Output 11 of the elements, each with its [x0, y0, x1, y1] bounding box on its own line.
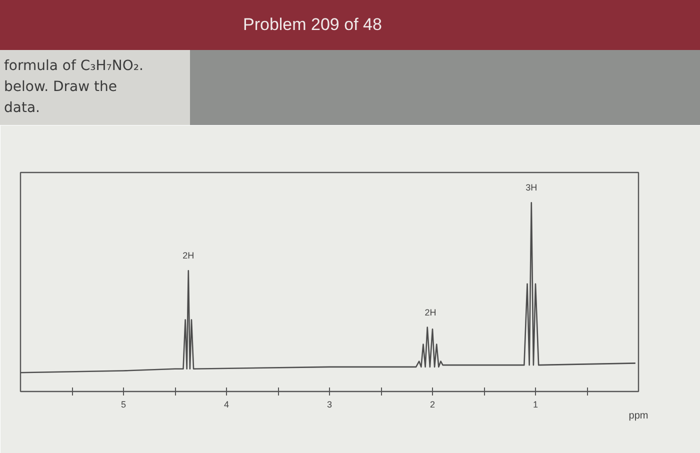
x-tick-label: 5 — [120, 400, 126, 410]
x-tick-label: 4 — [224, 400, 230, 410]
x-tick-label: 2 — [430, 400, 436, 410]
text: formula of C₃H₇NO₂. below. Draw the data. — [0, 50, 190, 125]
annotation: 2H — [182, 250, 194, 261]
x-axis-title: ppm — [628, 410, 648, 422]
annotation: 3H — [526, 182, 538, 193]
x-tick-label: 1 — [532, 400, 538, 410]
x-tick-label: 3 — [326, 400, 332, 410]
annotation: 2H — [424, 307, 436, 318]
chart-title: Problem 209 of 48 — [0, 0, 700, 50]
